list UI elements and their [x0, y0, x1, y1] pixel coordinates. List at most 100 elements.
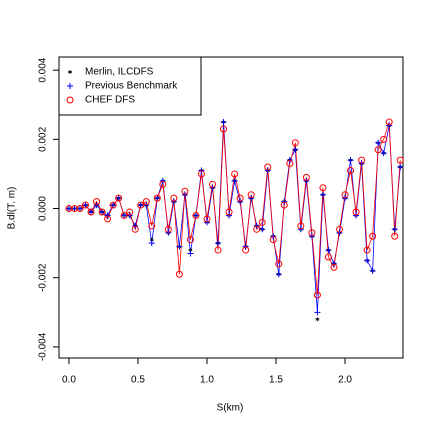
marker — [71, 205, 78, 212]
marker — [347, 157, 354, 164]
marker — [148, 240, 155, 247]
y-tick-label: -0.002 — [38, 263, 49, 292]
marker — [99, 208, 106, 215]
marker — [314, 309, 321, 316]
marker — [319, 191, 326, 198]
legend-label: Previous Benchmark — [85, 81, 178, 92]
marker — [170, 194, 178, 202]
marker — [121, 212, 128, 219]
marker — [126, 208, 134, 216]
marker — [374, 146, 382, 154]
y-axis-label: B.dl(T. m) — [7, 187, 18, 230]
marker — [315, 317, 320, 322]
marker — [76, 205, 84, 213]
marker — [380, 150, 387, 157]
marker — [231, 170, 239, 178]
marker — [375, 139, 382, 146]
marker — [247, 191, 255, 199]
marker — [264, 163, 272, 171]
marker — [308, 229, 316, 237]
y-tick-label: -0.004 — [38, 332, 49, 361]
x-tick-label: 2.0 — [338, 375, 352, 386]
marker — [258, 218, 266, 226]
marker — [66, 96, 74, 104]
marker — [137, 202, 144, 209]
marker — [203, 215, 211, 223]
marker — [364, 257, 371, 264]
marker — [120, 211, 128, 219]
legend-box — [58, 56, 202, 116]
marker — [164, 225, 172, 233]
marker — [369, 267, 376, 274]
marker — [302, 173, 310, 181]
marker — [154, 195, 161, 202]
marker — [220, 119, 227, 126]
legend-label: CHEF DFS — [85, 95, 135, 106]
marker — [181, 187, 189, 195]
series-line — [68, 122, 401, 313]
marker — [87, 208, 95, 216]
marker — [291, 139, 299, 147]
marker — [242, 246, 250, 254]
marker — [115, 194, 123, 202]
marker — [385, 118, 393, 126]
marker — [347, 166, 355, 174]
marker — [110, 202, 117, 209]
marker — [231, 177, 238, 184]
marker — [142, 198, 150, 206]
legend: Merlin, ILCDFS Previous Benchmark CHEF DFS — [58, 56, 202, 116]
marker — [297, 222, 305, 230]
marker — [259, 226, 266, 233]
marker — [192, 212, 199, 219]
marker — [275, 271, 282, 278]
marker — [115, 195, 122, 202]
marker — [175, 270, 183, 278]
marker — [352, 208, 360, 216]
marker — [215, 240, 222, 247]
marker — [397, 164, 404, 171]
marker — [319, 184, 327, 192]
marker — [209, 180, 217, 188]
marker — [131, 225, 139, 233]
marker — [186, 236, 194, 244]
marker — [159, 180, 167, 188]
marker — [253, 225, 261, 233]
marker — [396, 156, 404, 164]
marker — [214, 246, 222, 254]
marker — [280, 201, 288, 209]
y-tick-label: 0.000 — [38, 196, 49, 221]
marker — [225, 208, 233, 216]
marker — [391, 232, 399, 240]
x-axis-label: S(km) — [217, 403, 244, 414]
y-tick-label: 0.004 — [38, 57, 49, 82]
marker — [363, 246, 371, 254]
marker — [153, 194, 161, 202]
marker — [98, 208, 106, 216]
marker — [93, 198, 101, 206]
marker — [292, 146, 299, 153]
marker — [391, 226, 398, 233]
x-tick-label: 1.5 — [269, 375, 283, 386]
marker — [67, 83, 73, 89]
marker — [148, 222, 156, 230]
marker — [192, 211, 200, 219]
x-tick-label: 1.0 — [200, 375, 214, 386]
marker — [137, 201, 145, 209]
marker — [330, 263, 338, 271]
marker — [286, 160, 294, 168]
marker — [325, 247, 332, 254]
marker — [109, 201, 117, 209]
marker — [68, 70, 72, 74]
plot-frame — [58, 56, 404, 359]
marker — [336, 225, 344, 233]
marker — [88, 208, 95, 215]
marker — [358, 156, 366, 164]
y-tick-label: 0.002 — [38, 126, 49, 151]
marker — [220, 125, 228, 133]
marker — [324, 253, 332, 261]
marker — [76, 205, 83, 212]
marker — [341, 191, 349, 199]
marker — [104, 215, 112, 223]
x-tick-label: 0.0 — [62, 375, 76, 386]
legend-label: Merlin, ILCDFS — [85, 67, 154, 78]
